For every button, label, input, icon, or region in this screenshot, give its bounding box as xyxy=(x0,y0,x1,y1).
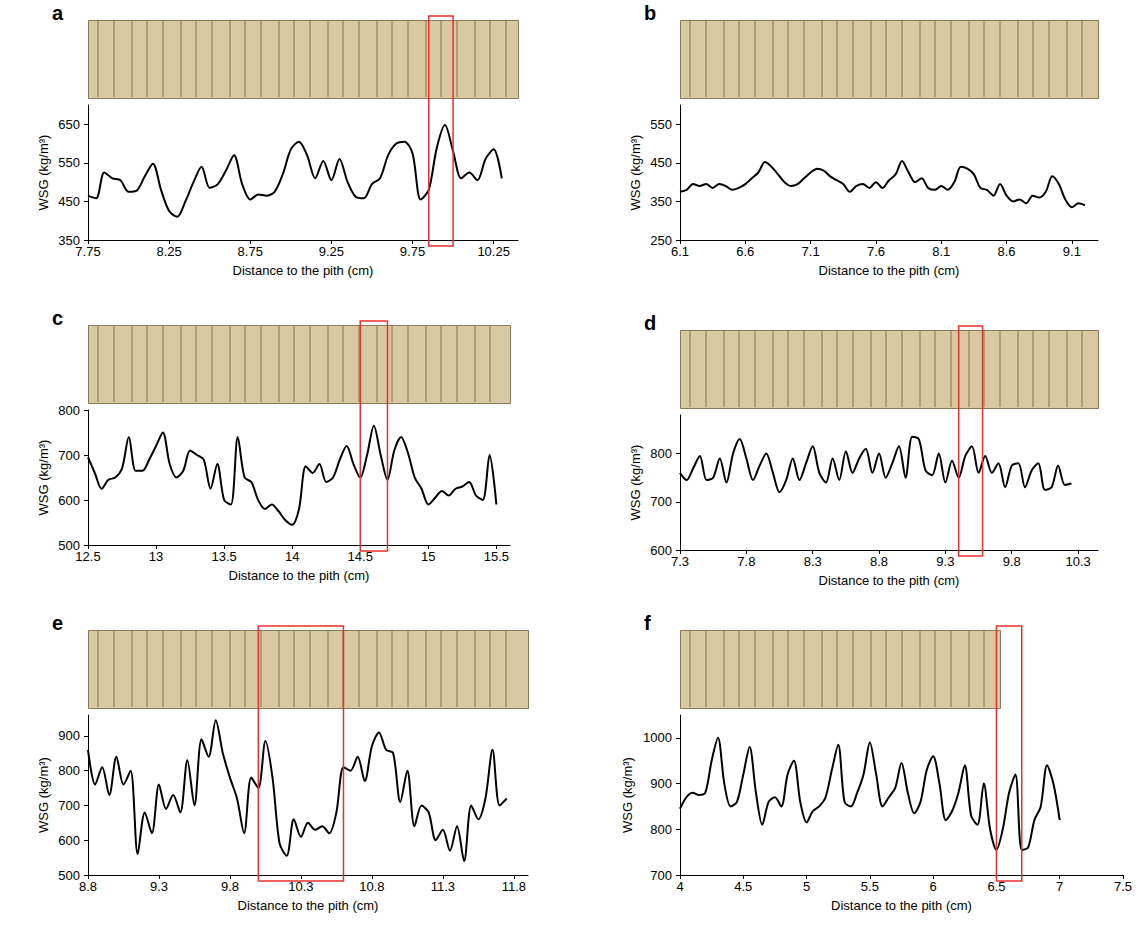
svg-text:WSG (kg/m³): WSG (kg/m³) xyxy=(628,445,643,521)
svg-text:7.5: 7.5 xyxy=(1114,879,1132,894)
svg-text:11.8: 11.8 xyxy=(502,879,526,894)
svg-text:700: 700 xyxy=(58,448,80,463)
svg-text:800: 800 xyxy=(650,822,672,837)
svg-text:12.5: 12.5 xyxy=(75,549,100,564)
svg-text:8.8: 8.8 xyxy=(870,554,888,569)
svg-text:8.3: 8.3 xyxy=(804,554,822,569)
svg-text:9.3: 9.3 xyxy=(936,554,954,569)
svg-text:650: 650 xyxy=(58,117,80,132)
svg-text:6.5: 6.5 xyxy=(987,879,1006,894)
svg-text:800: 800 xyxy=(650,446,672,461)
svg-text:8.75: 8.75 xyxy=(238,244,263,259)
svg-text:900: 900 xyxy=(58,728,80,743)
svg-text:10.25: 10.25 xyxy=(477,244,510,259)
svg-text:13.5: 13.5 xyxy=(211,549,236,564)
svg-text:600: 600 xyxy=(650,543,672,558)
svg-text:350: 350 xyxy=(650,194,672,209)
svg-text:10.8: 10.8 xyxy=(359,879,384,894)
svg-text:WSG (kg/m³): WSG (kg/m³) xyxy=(36,757,51,833)
svg-text:6.6: 6.6 xyxy=(736,244,754,259)
svg-text:7.8: 7.8 xyxy=(737,554,755,569)
svg-text:9.8: 9.8 xyxy=(221,879,239,894)
svg-text:Distance to the pith (cm): Distance to the pith (cm) xyxy=(819,263,960,278)
svg-text:Distance to the pith (cm): Distance to the pith (cm) xyxy=(819,573,960,588)
svg-text:800: 800 xyxy=(58,403,80,418)
svg-text:450: 450 xyxy=(58,194,80,209)
svg-text:13: 13 xyxy=(149,549,163,564)
svg-text:5: 5 xyxy=(803,879,810,894)
svg-text:14: 14 xyxy=(285,549,299,564)
svg-text:9.3: 9.3 xyxy=(150,879,168,894)
svg-text:8.8: 8.8 xyxy=(79,879,97,894)
svg-text:700: 700 xyxy=(650,868,672,883)
svg-text:e: e xyxy=(52,612,63,634)
svg-text:8.6: 8.6 xyxy=(998,244,1016,259)
svg-text:500: 500 xyxy=(58,868,80,883)
svg-text:4: 4 xyxy=(676,879,683,894)
svg-text:14.5: 14.5 xyxy=(347,549,373,564)
svg-text:Distance to the pith (cm): Distance to the pith (cm) xyxy=(238,898,379,913)
svg-text:350: 350 xyxy=(58,232,80,248)
svg-text:11.3: 11.3 xyxy=(431,879,455,894)
svg-text:f: f xyxy=(644,612,651,634)
svg-text:600: 600 xyxy=(58,493,80,508)
svg-text:800: 800 xyxy=(58,763,80,778)
svg-text:15.5: 15.5 xyxy=(484,549,509,564)
svg-text:WSG (kg/m³): WSG (kg/m³) xyxy=(36,440,51,516)
svg-text:WSG (kg/m³): WSG (kg/m³) xyxy=(620,757,635,833)
svg-text:7.75: 7.75 xyxy=(75,244,100,259)
svg-text:550: 550 xyxy=(58,155,80,170)
svg-text:600: 600 xyxy=(58,833,80,848)
svg-text:9.25: 9.25 xyxy=(319,244,344,259)
svg-text:550: 550 xyxy=(650,117,672,132)
svg-text:8.25: 8.25 xyxy=(156,244,181,259)
svg-text:b: b xyxy=(644,2,656,24)
svg-text:7.6: 7.6 xyxy=(867,244,885,259)
svg-text:Distance to the pith (cm): Distance to the pith (cm) xyxy=(233,263,374,278)
svg-text:WSG (kg/m³): WSG (kg/m³) xyxy=(36,135,51,211)
svg-text:500: 500 xyxy=(58,537,80,553)
svg-text:450: 450 xyxy=(650,155,672,170)
svg-text:9.8: 9.8 xyxy=(1003,554,1021,569)
svg-text:WSG (kg/m³): WSG (kg/m³) xyxy=(628,135,643,211)
svg-text:5.5: 5.5 xyxy=(861,879,879,894)
svg-text:10.3: 10.3 xyxy=(1065,554,1090,569)
svg-text:9.75: 9.75 xyxy=(400,244,425,259)
svg-text:15: 15 xyxy=(421,549,435,564)
svg-text:10.3: 10.3 xyxy=(288,879,314,894)
svg-text:9.1: 9.1 xyxy=(1063,244,1081,259)
svg-text:900: 900 xyxy=(650,776,672,791)
svg-text:4.5: 4.5 xyxy=(734,879,752,894)
svg-text:c: c xyxy=(52,307,63,329)
svg-text:700: 700 xyxy=(58,798,80,813)
svg-text:6.1: 6.1 xyxy=(671,244,689,259)
svg-text:Distance to the pith (cm): Distance to the pith (cm) xyxy=(229,568,370,583)
svg-text:Distance to the pith (cm): Distance to the pith (cm) xyxy=(831,898,972,913)
svg-text:a: a xyxy=(52,2,64,24)
svg-text:d: d xyxy=(644,312,656,334)
svg-text:7.1: 7.1 xyxy=(802,244,820,259)
svg-text:700: 700 xyxy=(650,494,672,509)
svg-text:250: 250 xyxy=(650,233,672,248)
svg-text:8.1: 8.1 xyxy=(932,244,950,259)
svg-text:7: 7 xyxy=(1056,879,1063,894)
svg-text:7.3: 7.3 xyxy=(671,554,689,569)
svg-text:6: 6 xyxy=(930,879,937,894)
svg-text:1000: 1000 xyxy=(643,730,672,745)
